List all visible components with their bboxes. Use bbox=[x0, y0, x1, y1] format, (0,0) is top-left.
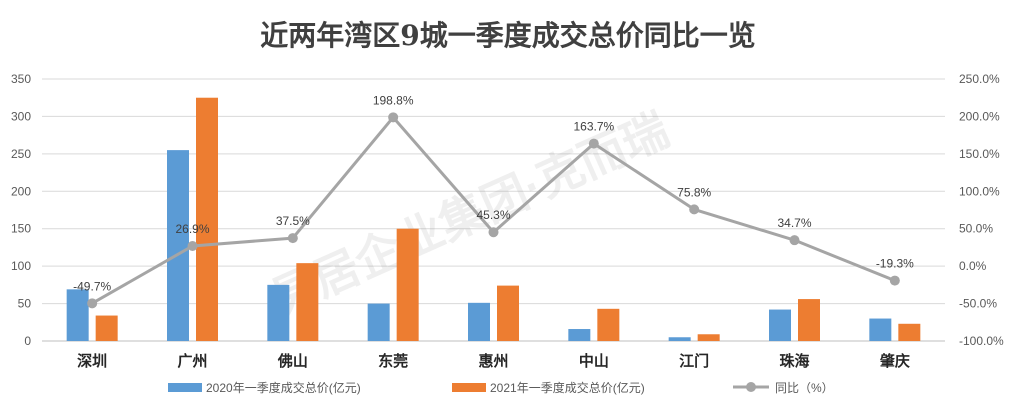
legend: 2020年一季度成交总价(亿元) 2021年一季度成交总价(亿元) 同比（%） bbox=[168, 380, 834, 395]
bar-2021 bbox=[697, 334, 720, 341]
bar-2020 bbox=[668, 337, 691, 341]
bar-2021 bbox=[898, 323, 921, 341]
yoy-data-label: 75.8% bbox=[677, 185, 711, 199]
right-axis-tick-label: 250.0% bbox=[959, 72, 1000, 86]
yoy-point bbox=[187, 241, 198, 252]
bar-2020 bbox=[869, 318, 892, 341]
x-axis-category-label: 惠州 bbox=[478, 352, 508, 370]
x-axis-category-label: 珠海 bbox=[779, 352, 809, 370]
x-axis-category-label: 中山 bbox=[579, 352, 609, 370]
bar-2020 bbox=[568, 329, 591, 341]
yoy-data-label: -19.3% bbox=[876, 257, 914, 271]
bar-2021 bbox=[296, 263, 319, 341]
left-axis-tick-label: 250 bbox=[11, 147, 31, 161]
bar-2020 bbox=[167, 150, 189, 341]
bar-2020 bbox=[66, 289, 89, 341]
bars bbox=[66, 97, 921, 341]
x-axis-category-label: 肇庆 bbox=[879, 352, 910, 370]
yoy-data-label: -49.7% bbox=[73, 279, 111, 293]
bar-2021 bbox=[497, 285, 519, 341]
bar-2021 bbox=[396, 228, 419, 341]
right-axis-tick-label: 200.0% bbox=[959, 109, 1000, 123]
x-axis-category-label: 佛山 bbox=[277, 352, 308, 370]
gridlines bbox=[42, 78, 945, 342]
yoy-point bbox=[889, 275, 900, 286]
yoy-point bbox=[588, 138, 599, 149]
yoy-point bbox=[287, 233, 298, 244]
x-axis-category-label: 江门 bbox=[679, 352, 709, 370]
left-axis-tick-label: 50 bbox=[18, 297, 32, 311]
legend-marker bbox=[746, 382, 756, 392]
bar-2020 bbox=[769, 309, 791, 341]
yoy-point bbox=[789, 235, 800, 246]
yoy-point bbox=[488, 227, 499, 238]
right-axis-tick-label: -50.0% bbox=[959, 297, 997, 311]
x-axis-category-label: 深圳 bbox=[77, 352, 107, 370]
bar-2020 bbox=[367, 303, 390, 341]
right-axis-tick-label: 50.0% bbox=[959, 222, 993, 236]
legend-swatch bbox=[168, 383, 202, 392]
yoy-data-label: 34.7% bbox=[777, 216, 811, 230]
axes: 0 50 100 150 200 250 300 350 -100.0% -50.0% 0.0% 50… bbox=[11, 72, 1004, 370]
yoy-point bbox=[87, 298, 98, 309]
left-axis-tick-label: 300 bbox=[11, 109, 31, 123]
legend-label: 2020年一季度成交总价(亿元) bbox=[206, 380, 361, 395]
yoy-data-label: 26.9% bbox=[175, 222, 209, 236]
bar-2021 bbox=[798, 299, 820, 341]
x-axis-category-label: 广州 bbox=[177, 352, 207, 370]
bar-2021 bbox=[95, 315, 118, 341]
legend-swatch bbox=[452, 383, 486, 392]
bar-2021 bbox=[196, 97, 218, 341]
right-axis-tick-label: 100.0% bbox=[959, 184, 1000, 198]
yoy-data-label: 45.3% bbox=[476, 208, 510, 222]
watermark: 易居企业集团·克而瑞 bbox=[263, 103, 676, 325]
left-axis-tick-label: 200 bbox=[11, 184, 31, 198]
x-axis-category-label: 东莞 bbox=[378, 352, 408, 370]
left-axis-tick-label: 0 bbox=[24, 334, 31, 348]
legend-label: 同比（%） bbox=[775, 381, 834, 395]
left-axis-tick-label: 150 bbox=[11, 222, 31, 236]
watermark-group: 易居企业集团·克而瑞 bbox=[263, 103, 676, 325]
right-axis-tick-label: -100.0% bbox=[959, 334, 1004, 348]
watermark-text: 易居企业集团·克而瑞 bbox=[263, 103, 676, 325]
yoy-data-label: 198.8% bbox=[373, 93, 414, 107]
yoy-point bbox=[388, 112, 399, 123]
chart-title: 近两年湾区9城一季度成交总价同比一览 bbox=[260, 19, 756, 52]
bar-2021 bbox=[597, 308, 620, 341]
bar-2020 bbox=[468, 302, 490, 341]
line-series: -49.7% 26.9% 37.5% 198.8% 45.3% 163.7% 75.8% 34… bbox=[73, 93, 914, 309]
right-axis-tick-label: 150.0% bbox=[959, 147, 1000, 161]
left-axis-tick-label: 100 bbox=[11, 259, 31, 273]
legend-label: 2021年一季度成交总价(亿元) bbox=[490, 380, 645, 395]
yoy-point bbox=[689, 204, 700, 215]
bar-2020 bbox=[267, 284, 290, 341]
yoy-data-label: 37.5% bbox=[276, 214, 310, 228]
right-axis-tick-label: 0.0% bbox=[959, 259, 987, 273]
left-axis-tick-label: 350 bbox=[11, 72, 31, 86]
yoy-data-label: 163.7% bbox=[573, 120, 614, 134]
